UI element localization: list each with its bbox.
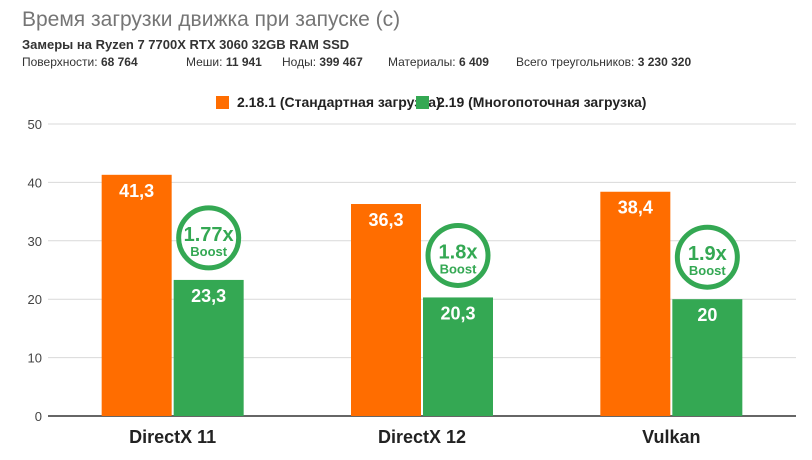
bar-2-3	[672, 299, 743, 416]
chart-legend: 2.18.1 (Стандартная загрузка) 2.19 (Мног…	[0, 94, 812, 112]
boost-badge-value: 1.77x	[184, 224, 234, 246]
boost-badge-label: Boost	[440, 261, 478, 276]
x-tick-label: Vulkan	[642, 427, 700, 447]
legend-swatch-series-2	[416, 95, 429, 109]
boost-badge	[674, 224, 740, 290]
bar-2-2	[423, 297, 493, 416]
stat-surfaces: Поверхности: 68 764	[22, 55, 138, 69]
y-tick-label: 30	[28, 234, 42, 249]
legend-item-series-2: 2.19 (Многопоточная загрузка)	[416, 94, 646, 110]
x-tick-label: DirectX 11	[129, 427, 216, 447]
y-tick-label: 10	[28, 351, 42, 366]
stat-meshes: Меши: 11 941	[186, 55, 262, 69]
x-tick-label: DirectX 12	[378, 427, 466, 447]
bar-value-label: 36,3	[368, 210, 403, 230]
legend-swatch-series-1	[216, 95, 229, 109]
legend-item-series-1: 2.18.1 (Стандартная загрузка)	[216, 94, 441, 110]
y-tick-label: 40	[28, 175, 42, 190]
bar-value-label: 23,3	[191, 286, 226, 306]
bar-1-3	[600, 191, 671, 416]
bar-value-label: 41,3	[119, 181, 154, 201]
boost-badge-value: 1.8x	[439, 241, 478, 263]
boost-badge-label: Boost	[190, 244, 228, 259]
y-tick-label: 20	[28, 292, 42, 307]
bar-1-1	[101, 174, 172, 416]
bar-1-2	[351, 204, 421, 416]
legend-label-series-2: 2.19 (Многопоточная загрузка)	[437, 94, 647, 110]
bar-value-label: 20	[697, 305, 717, 325]
boost-badge	[176, 205, 242, 271]
y-tick-label: 50	[28, 117, 42, 132]
bar-value-label: 20,3	[440, 303, 475, 323]
bar-value-label: 38,4	[618, 198, 653, 218]
boost-badge	[425, 222, 491, 288]
legend-label-series-1: 2.18.1 (Стандартная загрузка)	[237, 94, 441, 110]
y-tick-label: 0	[35, 409, 42, 424]
boost-badge-label: Boost	[689, 263, 727, 278]
chart-subtitle: Замеры на Ryzen 7 7700X RTX 3060 32GB RA…	[22, 37, 350, 52]
boost-badge-value: 1.9x	[688, 243, 727, 265]
chart-title: Время загрузки движка при запуске (с)	[22, 8, 401, 31]
bar-2-1	[173, 279, 244, 416]
stat-materials: Материалы: 6 409	[388, 55, 489, 69]
stat-nodes: Ноды: 399 467	[282, 55, 363, 69]
stat-total-triangles: Всего треугольников: 3 230 320	[516, 55, 692, 69]
